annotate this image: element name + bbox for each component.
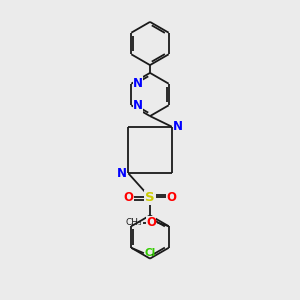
Text: Cl: Cl [145,248,156,258]
Text: S: S [145,191,155,204]
Text: CH₃: CH₃ [126,218,142,227]
Text: O: O [167,191,176,204]
Text: N: N [117,167,127,180]
Text: N: N [133,76,143,90]
Text: N: N [133,99,143,112]
Text: O: O [146,216,156,229]
Text: O: O [124,191,134,204]
Text: N: N [173,120,183,133]
